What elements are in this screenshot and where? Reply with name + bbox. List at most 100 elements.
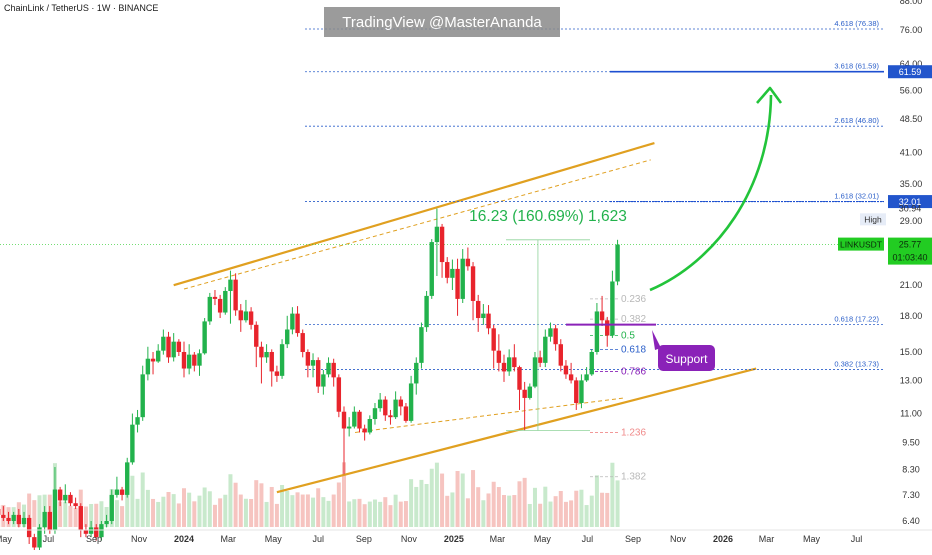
fib-level-label: 3.618 (61.59) xyxy=(834,62,879,71)
candle-body xyxy=(352,412,356,427)
volume-bar xyxy=(461,473,465,527)
candle-body xyxy=(141,374,145,417)
volume-bar xyxy=(84,507,88,527)
volume-bar xyxy=(259,483,263,527)
candle-body xyxy=(595,311,599,352)
candle-body xyxy=(337,377,341,411)
target-price-badge: 61.59 xyxy=(899,67,922,77)
fib-level-label: 0.618 (17.22) xyxy=(834,315,879,324)
candle-body xyxy=(584,374,588,380)
candle-body xyxy=(275,371,279,375)
y-tick-label: 13.00 xyxy=(900,375,923,385)
volume-bar xyxy=(466,498,470,527)
candle-body xyxy=(466,259,470,267)
candle-body xyxy=(326,363,330,375)
candle-body xyxy=(32,537,36,547)
x-tick-label: Jul xyxy=(582,534,594,544)
candle-body xyxy=(538,357,542,363)
x-tick-label: May xyxy=(0,534,12,544)
x-tick-label: Nov xyxy=(401,534,418,544)
candle-body xyxy=(125,462,129,495)
volume-bar xyxy=(559,491,563,527)
volume-bar xyxy=(507,496,511,527)
candle-body xyxy=(306,352,310,366)
x-tick-label: Nov xyxy=(670,534,687,544)
measure-label: 16.23 (160.69%) 1,623 xyxy=(469,208,627,225)
fib-level-label: 0.382 (13.73) xyxy=(834,360,879,369)
candle-body xyxy=(58,490,62,501)
target-arrow-path xyxy=(650,95,771,290)
candle-body xyxy=(182,352,186,369)
fib-level-label: 1.618 (32.01) xyxy=(834,192,879,201)
local-fib-label: 0.5 xyxy=(621,330,635,341)
watermark-box: TradingView @MasterAnanda xyxy=(324,7,560,37)
volume-bar xyxy=(301,495,305,527)
volume-bar xyxy=(579,490,583,527)
y-tick-label: 41.00 xyxy=(900,147,923,157)
volume-bar xyxy=(512,495,516,527)
volume-bar xyxy=(223,495,227,527)
candle-body xyxy=(393,400,397,418)
volume-bar xyxy=(450,492,454,527)
candle-body xyxy=(187,355,191,369)
candle-body xyxy=(259,347,263,358)
volume-bar xyxy=(141,472,145,527)
candle-body xyxy=(42,512,46,527)
volume-bar xyxy=(523,478,527,527)
volume-bar xyxy=(146,490,150,527)
candle-body xyxy=(115,490,119,495)
volume-bar xyxy=(605,493,609,527)
target-arrow-head xyxy=(757,88,781,103)
volume-bar xyxy=(425,484,429,527)
volume-bar xyxy=(595,475,599,527)
volume-bar xyxy=(548,502,552,527)
volume-bar xyxy=(404,501,408,527)
volume-bar xyxy=(197,496,201,527)
y-tick-label: 76.00 xyxy=(900,25,923,35)
volume-bar xyxy=(203,487,207,527)
candle-body xyxy=(486,314,490,329)
volume-bar xyxy=(373,500,377,527)
candle-body xyxy=(450,269,454,278)
fib-level-label: 2.618 (46.80) xyxy=(834,116,879,125)
candle-body xyxy=(440,227,444,262)
candle-body xyxy=(414,363,418,384)
candle-body xyxy=(197,353,201,365)
candle-body xyxy=(373,408,377,419)
volume-bar xyxy=(156,502,160,527)
volume-bar xyxy=(363,504,367,527)
candle-body xyxy=(27,518,31,537)
candle-body xyxy=(208,297,212,322)
candle-body xyxy=(285,329,289,344)
volume-bar xyxy=(228,474,232,527)
candle-body xyxy=(6,518,10,521)
candle-body xyxy=(166,337,170,358)
candle-body xyxy=(615,245,619,282)
candle-body xyxy=(301,333,305,352)
volume-bar xyxy=(239,495,243,527)
local-fib-label: 1.236 xyxy=(621,427,646,438)
x-tick-label: Mar xyxy=(759,534,775,544)
candle-body xyxy=(290,314,294,330)
x-tick-label: May xyxy=(534,534,552,544)
candle-body xyxy=(342,412,346,429)
x-tick-label: Jul xyxy=(43,534,55,544)
volume-bar xyxy=(177,503,181,527)
volume-bar xyxy=(440,474,444,527)
local-fib-label: 0.786 xyxy=(621,366,646,377)
volume-bar xyxy=(265,502,269,527)
volume-bar xyxy=(321,497,325,527)
candle-body xyxy=(63,495,67,501)
candle-body xyxy=(316,360,320,386)
candle-body xyxy=(579,380,583,403)
x-tick-label: Mar xyxy=(220,534,236,544)
y-tick-label: 18.00 xyxy=(900,311,923,321)
candle-body xyxy=(564,366,568,375)
candle-body xyxy=(528,387,532,398)
x-tick-label: Mar xyxy=(490,534,506,544)
volume-bar xyxy=(538,504,542,527)
candle-body xyxy=(218,299,222,313)
volume-bar xyxy=(115,500,119,527)
volume-bar xyxy=(574,491,578,527)
